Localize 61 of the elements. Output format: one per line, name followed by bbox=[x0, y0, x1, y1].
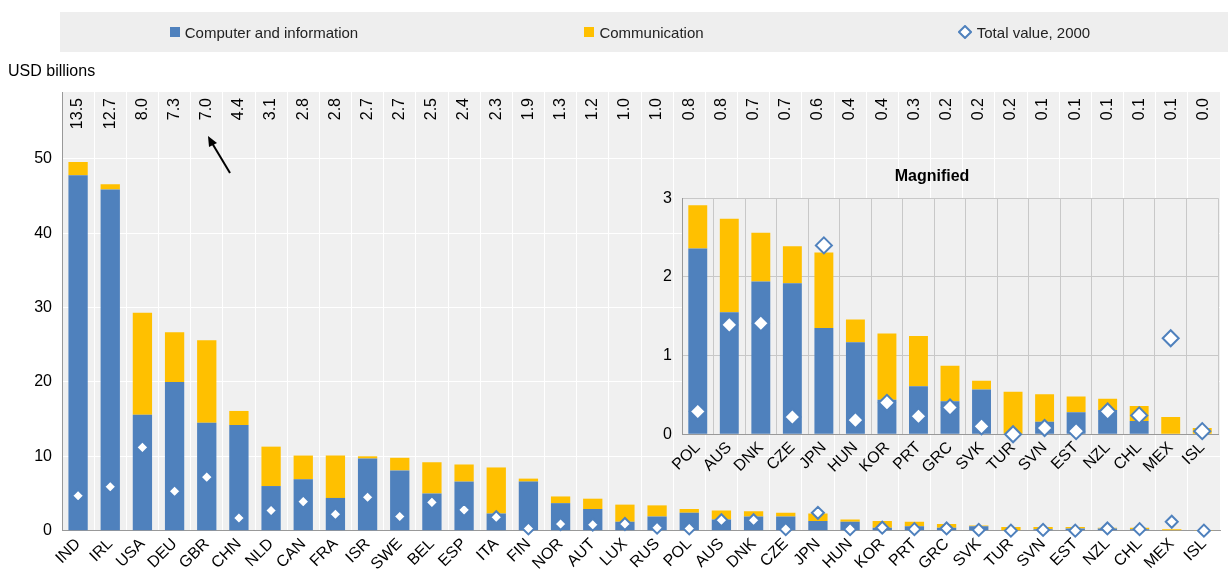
y-tick-label: 40 bbox=[34, 223, 53, 241]
x-tick-label: ISL bbox=[1178, 438, 1208, 468]
annotation: 0.1 bbox=[1065, 97, 1083, 121]
annotation: 0.8 bbox=[711, 97, 729, 121]
annotation: 0.1 bbox=[1129, 97, 1147, 121]
annotation: 0.2 bbox=[969, 97, 987, 121]
x-tick-label: FRA bbox=[306, 534, 341, 570]
legend-label: Total value, 2000 bbox=[976, 23, 1091, 41]
annotation: 0.1 bbox=[1033, 97, 1051, 121]
y-tick-label: 2 bbox=[663, 267, 673, 285]
annotation: 2.5 bbox=[422, 97, 440, 121]
x-tick-label: NZL bbox=[1079, 438, 1113, 472]
x-tick-label: TUR bbox=[983, 438, 1019, 474]
annotation: 7.3 bbox=[164, 97, 182, 121]
annotation: 0.4 bbox=[872, 97, 890, 121]
x-tick-label: POL bbox=[659, 534, 695, 570]
annotation: 1.9 bbox=[518, 97, 536, 121]
y-tick-label: 20 bbox=[34, 372, 53, 390]
annotation: 7.0 bbox=[197, 97, 215, 121]
legend-label: Computer and information bbox=[184, 23, 359, 41]
x-tick-label: NZL bbox=[1079, 534, 1113, 569]
x-tick-label: ISL bbox=[1180, 534, 1210, 564]
y-tick-label: 1 bbox=[663, 345, 673, 363]
y-tick-label: 3 bbox=[663, 188, 673, 206]
annotation: 1.3 bbox=[550, 97, 568, 121]
annotation: 0.1 bbox=[1162, 97, 1180, 121]
annotation: 3.1 bbox=[261, 97, 279, 121]
annotation: 0.8 bbox=[679, 97, 697, 121]
annotation: 0.4 bbox=[840, 97, 858, 121]
annotation: 1.2 bbox=[583, 97, 601, 121]
annotation: 0.7 bbox=[776, 97, 794, 121]
annotation: 0.7 bbox=[743, 97, 761, 121]
annotation: 4.4 bbox=[229, 97, 247, 121]
annotation: 0.0 bbox=[1194, 97, 1212, 121]
annotation: 0.2 bbox=[1001, 97, 1019, 121]
annotation: 0.1 bbox=[1097, 97, 1115, 121]
annotation: 1.0 bbox=[615, 97, 633, 121]
annotation: 0.6 bbox=[808, 97, 826, 121]
annotation: 1.0 bbox=[647, 97, 665, 121]
annotation: 2.8 bbox=[293, 97, 311, 121]
y-tick-label: 50 bbox=[34, 149, 53, 167]
annotation: 8.0 bbox=[132, 97, 150, 121]
x-tick-label: BEL bbox=[403, 534, 438, 569]
annotation: 12.7 bbox=[100, 97, 118, 130]
annotation: 0.3 bbox=[904, 97, 922, 121]
annotation: 2.8 bbox=[325, 97, 343, 121]
annotation: 13.5 bbox=[68, 97, 86, 130]
annotation: 0.2 bbox=[936, 97, 954, 121]
x-tick-label: NLD bbox=[241, 534, 277, 570]
y-tick-label: 10 bbox=[34, 446, 53, 464]
chart-title: Magnified bbox=[894, 167, 970, 185]
annotation: 2.4 bbox=[454, 97, 472, 121]
annotation: 2.7 bbox=[357, 97, 375, 121]
y-tick-label: 30 bbox=[34, 298, 53, 316]
x-tick-label: ITA bbox=[472, 534, 502, 564]
y-tick-label: 0 bbox=[43, 521, 53, 539]
annotation: 2.7 bbox=[390, 97, 408, 121]
y-axis-title: USD billions bbox=[8, 62, 96, 80]
annotation: 2.3 bbox=[486, 97, 504, 121]
legend-label: Communication bbox=[599, 23, 704, 41]
x-tick-label: IND bbox=[51, 534, 84, 567]
